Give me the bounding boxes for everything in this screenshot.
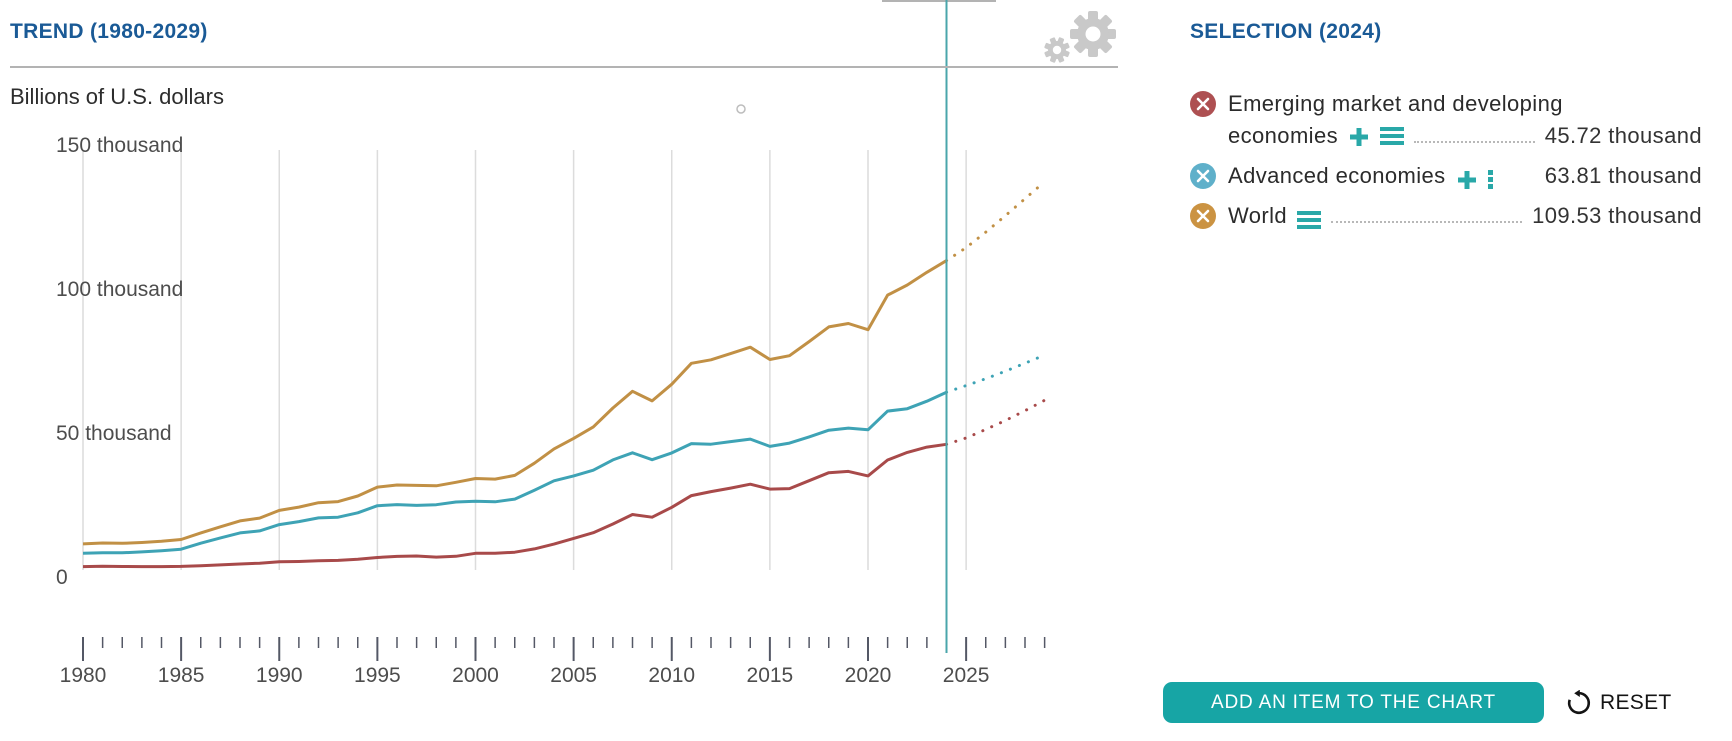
menu-bars-icon[interactable] [1297,210,1322,230]
add-item-button[interactable]: ADD AN ITEM TO THE CHART [1163,682,1544,723]
reset-button[interactable]: RESET [1566,682,1672,723]
reset-label: RESET [1600,690,1672,714]
settings-gear-icon[interactable] [1040,6,1122,64]
x-axis-label: 1995 [354,664,401,687]
x-axis-label: 1990 [256,664,303,687]
remove-series-icon[interactable] [1190,163,1216,189]
series-line-world-projection [945,180,1047,263]
legend-value: 109.53 thousand [1532,203,1702,228]
menu-bars-icon[interactable] [1380,126,1404,146]
legend-item-advanced[interactable]: Advanced economies 63.81 thousand [1190,160,1702,192]
remove-series-icon[interactable] [1190,91,1216,117]
x-axis-label: 2020 [845,664,892,687]
series-line-emerging-market-and-developing-economies [82,442,947,569]
y-axis-label: 50 thousand [56,422,172,445]
legend: Emerging market and developing economies… [1190,88,1702,232]
y-axis-label: 100 thousand [56,278,183,301]
legend-item-emerging[interactable]: Emerging market and developing economies… [1190,88,1702,152]
trend-title: TREND (1980-2029) [10,20,208,43]
x-axis-label: 2025 [943,664,990,687]
x-axis-label: 2000 [452,664,499,687]
y-axis-label: 0 [56,566,68,589]
series-line-advanced-economies [82,390,948,555]
remove-series-icon[interactable] [1190,203,1216,229]
stray-hover-dot [736,104,746,114]
legend-label: World [1228,203,1288,228]
series-line-emerging-market-and-developing-economies-projection [945,398,1047,446]
x-axis-label: 1985 [158,664,205,687]
add-plus-icon[interactable] [1456,169,1478,191]
dotted-leader [1331,221,1523,223]
clipped-tooltip-edge [882,0,996,2]
legend-value: 63.81 thousand [1544,163,1702,188]
x-axis-label: 2005 [550,664,597,687]
reset-undo-icon [1567,689,1591,714]
legend-label: Advanced economies [1228,163,1446,188]
legend-label-line1: Emerging market and developing [1228,91,1563,116]
x-axis-label: 1980 [60,664,107,687]
legend-value: 45.72 thousand [1544,123,1702,148]
legend-item-world[interactable]: World 109.53 thousand [1190,200,1702,232]
series-line-advanced-economies-projection [945,353,1047,394]
unit-label: Billions of U.S. dollars [10,84,224,109]
x-axis-label: 2015 [747,664,794,687]
menu-dots-icon[interactable] [1487,170,1494,190]
y-axis-label: 150 thousand [56,134,183,157]
x-axis-label: 2010 [648,664,695,687]
add-plus-icon[interactable] [1348,126,1370,148]
legend-label-line2: economies [1228,123,1338,148]
series-line-world [82,259,948,546]
selection-panel: SELECTION (2024) Emerging market and dev… [1190,20,1702,240]
header-divider [10,66,1118,68]
selection-title: SELECTION (2024) [1190,20,1382,43]
dotted-leader [1414,141,1535,143]
add-item-button-label: ADD AN ITEM TO THE CHART [1211,691,1496,713]
